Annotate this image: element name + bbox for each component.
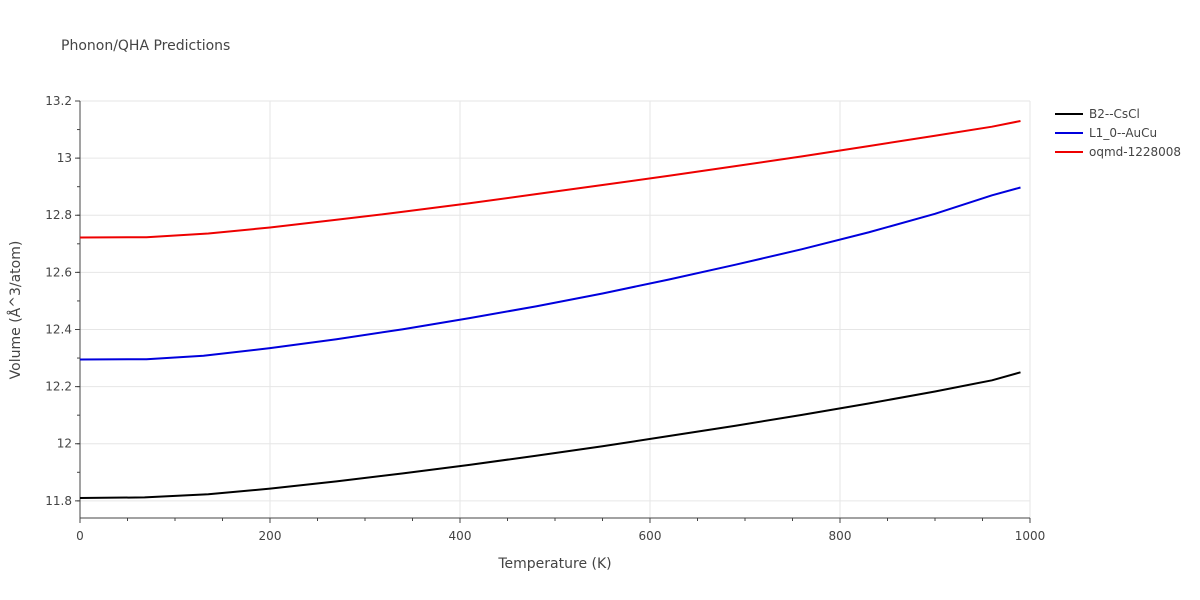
y-tick-label: 12.4 [45,322,72,336]
legend-label: oqmd-1228008 [1089,145,1181,159]
series-line-1 [79,371,1021,499]
legend-item-1[interactable]: B2--CsCl [1055,107,1140,121]
x-tick-label: 200 [259,529,282,543]
x-axis-label: Temperature (K) [497,556,611,572]
x-tick-label: 0 [76,529,84,543]
axis-ticks: 11.8 12 12.2 12.4 12.6 12.8 13 13.2 0 200 400 600 80… [45,94,1045,543]
x-tick-label: 600 [639,529,662,543]
x-tick-label: 800 [829,529,852,543]
legend-label: L1_0--AuCu [1089,126,1157,140]
y-tick-label: 11.8 [45,494,72,508]
y-tick-label: 13.2 [45,94,72,108]
y-tick-label: 12.8 [45,208,72,222]
series-line-3 [79,120,1021,239]
y-tick-label: 12 [57,437,72,451]
series-line-2 [79,186,1021,361]
legend[interactable]: B2--CsCl L1_0--AuCu oqmd-1228008 [1055,107,1181,159]
y-tick-label: 12.6 [45,265,72,279]
plot-area [80,101,1030,518]
grid [80,100,1031,518]
legend-item-2[interactable]: L1_0--AuCu [1055,126,1157,140]
legend-label: B2--CsCl [1089,107,1140,121]
x-tick-label: 1000 [1015,529,1046,543]
chart-title: Phonon/QHA Predictions [61,38,230,54]
legend-item-3[interactable]: oqmd-1228008 [1055,145,1181,159]
y-axis-label: Volume (Å^3/atom) [7,241,24,380]
series-layer [79,120,1021,499]
y-tick-label: 12.2 [45,380,72,394]
y-tick-label: 13 [57,151,72,165]
x-tick-label: 400 [449,529,472,543]
